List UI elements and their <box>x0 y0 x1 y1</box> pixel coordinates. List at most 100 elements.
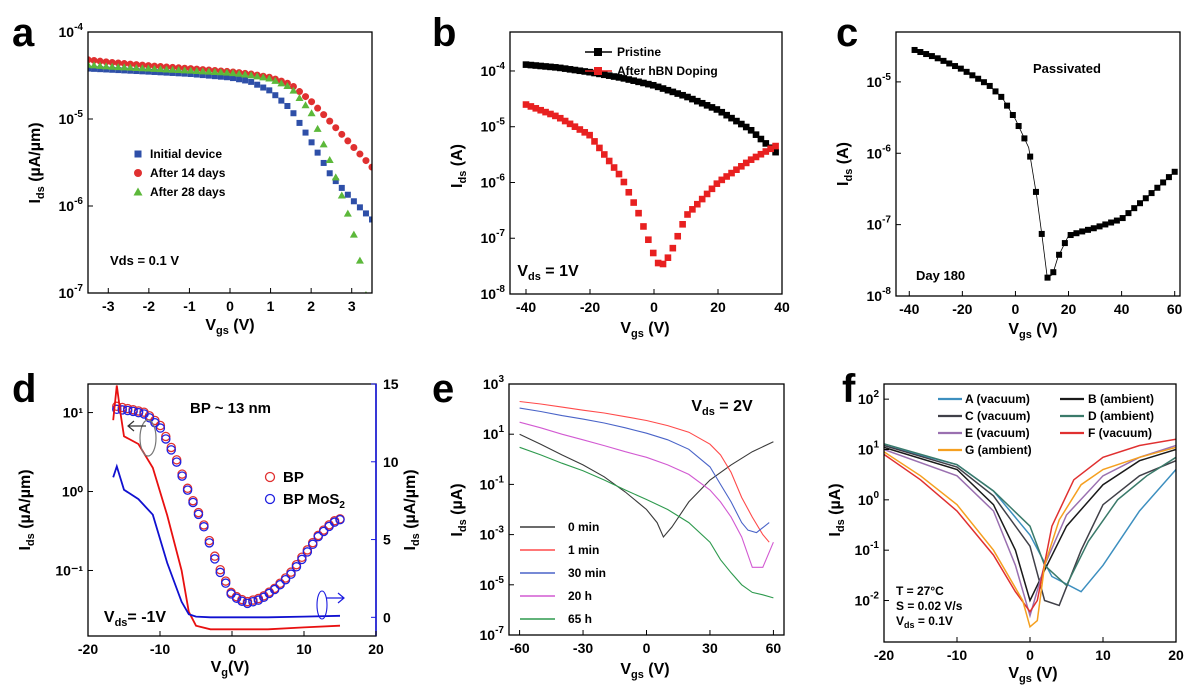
series-b-0-point-10 <box>571 66 579 74</box>
ytick-right-label-d-0: 0 <box>383 609 391 625</box>
annotation-f-rate: S = 0.02 V/s <box>896 599 963 613</box>
plot-f: -20 -10 0 10 20 102 101 100 10-1 10-2 Vgs (V) Ids (… <box>827 383 1184 685</box>
series-b-0-point-39 <box>713 106 721 113</box>
series-c-0-point-39 <box>1137 200 1144 207</box>
series-d-0-point-18 <box>210 551 220 561</box>
series-d-1-point-9 <box>161 434 171 444</box>
series-d-1-point-13 <box>182 485 193 495</box>
ylabel-e: Ids (µA) <box>449 483 469 536</box>
series-b-1-point-30 <box>669 244 677 252</box>
panel-e: e 0 min 1 min 30 min 20 h 65 h <box>432 367 606 626</box>
series-a-0-point-40 <box>326 170 333 177</box>
series-b-1-point-6 <box>552 112 559 120</box>
panel-c: c Passivated Day 180 <box>836 11 1101 283</box>
ytick-label-e-0: 103 <box>483 374 505 392</box>
ylabel-right-d: Ids (µA/µm) <box>402 469 422 550</box>
series-d-1-point-32 <box>286 569 296 579</box>
xtick-label-a-0: -3 <box>102 298 115 314</box>
series-d-1-point-31 <box>280 574 291 585</box>
series-b-0-point-13 <box>586 68 593 76</box>
series-a-2-point-43 <box>343 209 352 217</box>
series-b-1-point-23 <box>635 209 642 217</box>
series-a-2-point-46 <box>364 290 368 293</box>
panel-b: b Pristine After hBN Doping <box>432 11 718 78</box>
series-b-1-point-39 <box>713 180 721 187</box>
series-a-1-point-43 <box>344 137 352 145</box>
series-a-2-point-17 <box>186 66 195 74</box>
series-a-0-point-25 <box>236 76 243 83</box>
series-a-1-point-46 <box>362 157 370 165</box>
series-c-0-point-31 <box>1090 225 1097 232</box>
series-b-0-point-51 <box>772 148 779 156</box>
axis-indicator-right-d <box>316 590 328 620</box>
series-b-1-point-46 <box>747 156 755 163</box>
xtick-label-a-5: 2 <box>307 298 315 314</box>
series-c-0-point-17 <box>1009 112 1016 119</box>
ytick-label-b-2: 10-6 <box>481 172 506 190</box>
series-b-0-point-32 <box>679 91 686 99</box>
series-a-0-point-32 <box>278 97 285 104</box>
xlabel-b: Vgs (V) <box>620 320 669 340</box>
series-d-1-point-6 <box>144 413 155 423</box>
series-c-0-point-11 <box>975 75 982 82</box>
series-d-3-line <box>112 463 341 619</box>
series-a-2-point-10 <box>144 64 153 72</box>
ytick-label-a-1: 10-5 <box>59 109 84 127</box>
series-c-0-point-23 <box>1044 274 1051 281</box>
series-b-0-point-24 <box>640 79 647 87</box>
series-b-0-point-34 <box>689 95 696 103</box>
xtick-label-c-5: 60 <box>1167 301 1183 317</box>
ylabel-f: Ids (µA) <box>827 483 847 536</box>
series-a-1-point-34 <box>289 83 297 91</box>
series-b-1-point-42 <box>728 169 735 177</box>
series-b-1-point-15 <box>596 144 603 152</box>
xtick-label-f-1: -10 <box>947 647 967 663</box>
series-a-0-point-36 <box>302 129 309 136</box>
series-b-1-point-26 <box>649 249 657 257</box>
panel-a: a Initial device After 14 days After 28 … <box>12 11 226 268</box>
series-b-1-point-1 <box>527 103 535 110</box>
series-c-0-point-22 <box>1038 230 1045 237</box>
arrow-right-icon <box>326 592 345 604</box>
xtick-label-b-0: -40 <box>516 299 536 315</box>
series-a-2-point-38 <box>313 124 322 132</box>
series-a-0-point-14 <box>169 69 176 76</box>
xlabel-e: Vgs (V) <box>620 661 669 681</box>
series-c-0-point-6 <box>946 60 953 67</box>
ytick-label-f-1: 101 <box>858 439 880 457</box>
series-a-0-point-3 <box>103 66 110 73</box>
series-d-0-point-19 <box>215 564 225 575</box>
series-a-1-point-3 <box>102 58 110 66</box>
panel-label-d: d <box>12 367 36 411</box>
series-b-0-point-19 <box>615 74 623 81</box>
series-group-c <box>911 46 1178 281</box>
annotation-f-vds: Vds = 0.1V <box>896 614 953 630</box>
series-c-0-point-12 <box>980 79 987 86</box>
series-b-0-point-27 <box>654 83 662 91</box>
series-a-2-point-33 <box>283 82 292 90</box>
xtick-label-a-6: 3 <box>348 298 356 314</box>
series-a-2-point-37 <box>307 109 316 117</box>
plot-b: -40 -20 0 20 40 10-4 10-5 10-6 10-7 10-8 Vgs (V) Id… <box>449 31 790 340</box>
series-b-1-point-0 <box>522 101 530 108</box>
series-a-1-point-40 <box>326 117 334 125</box>
series-f-5-line <box>884 438 1176 614</box>
series-b-1-point-18 <box>610 164 618 171</box>
ylabel-a: Ids (µA/µm) <box>27 122 47 203</box>
series-a-0-point-6 <box>121 67 128 74</box>
series-a-2-point-14 <box>168 65 177 73</box>
series-group-e <box>519 400 774 599</box>
series-b-0-point-35 <box>693 97 701 105</box>
xlabel-a: Vgs (V) <box>205 317 254 337</box>
series-a-0-point-39 <box>320 159 327 166</box>
series-a-0-point-28 <box>254 81 261 88</box>
series-a-2-point-6 <box>120 63 129 71</box>
series-a-2-point-23 <box>222 68 231 76</box>
legend-d-marker-1 <box>264 493 276 505</box>
series-a-2-point-28 <box>253 72 262 80</box>
ytick-label-d-1: 10⁰ <box>62 484 84 500</box>
series-c-0-point-18 <box>1015 123 1022 130</box>
series-d-1-point-14 <box>188 497 198 508</box>
xtick-label-c-4: 40 <box>1114 301 1130 317</box>
legend-b-marker-1 <box>594 67 602 75</box>
